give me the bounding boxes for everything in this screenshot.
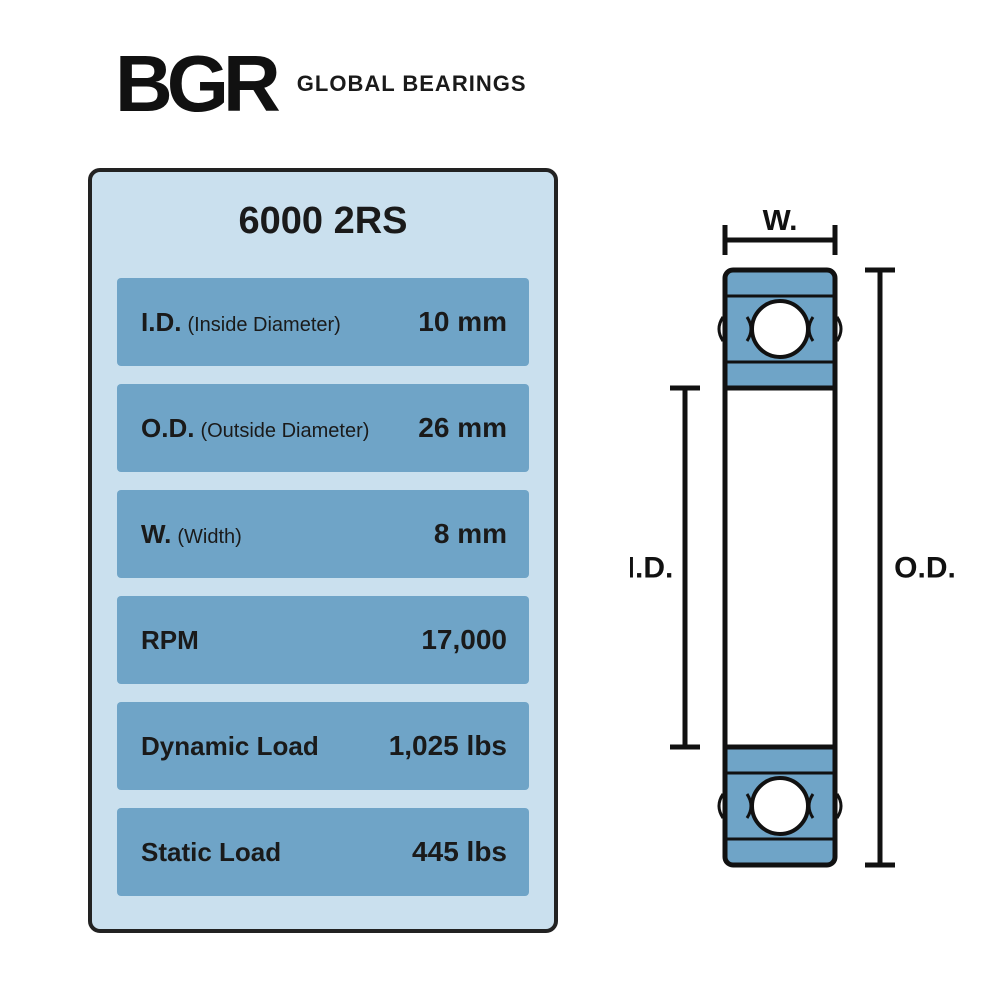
company-name: GLOBAL BEARINGS (297, 71, 527, 97)
svg-text:W.: W. (763, 210, 798, 237)
spec-row: I.D. (Inside Diameter) 10 mm (117, 278, 529, 366)
spec-label-abbr: RPM (141, 625, 199, 656)
spec-label-abbr: Static Load (141, 837, 281, 868)
spec-value: 445 lbs (412, 836, 507, 868)
spec-value: 1,025 lbs (389, 730, 507, 762)
spec-rows-container: I.D. (Inside Diameter) 10 mm O.D. (Outside D… (117, 278, 529, 896)
spec-value: 8 mm (434, 518, 507, 550)
spec-row: RPM 17,000 (117, 596, 529, 684)
spec-row: Static Load 445 lbs (117, 808, 529, 896)
spec-value: 10 mm (418, 306, 507, 338)
spec-label-abbr: I.D. (141, 307, 181, 338)
spec-row: O.D. (Outside Diameter) 26 mm (117, 384, 529, 472)
spec-label: W. (Width) (141, 519, 242, 550)
panel-title: 6000 2RS (117, 200, 529, 243)
spec-label: I.D. (Inside Diameter) (141, 307, 341, 338)
spec-label-full: (Inside Diameter) (187, 314, 340, 337)
bearing-diagram: W. I.D. O.D. (630, 210, 970, 910)
spec-panel: 6000 2RS I.D. (Inside Diameter) 10 mm O.D. (… (88, 168, 558, 933)
spec-label: RPM (141, 625, 199, 656)
spec-label-abbr: W. (141, 519, 171, 550)
spec-label-full: (Width) (177, 526, 241, 549)
svg-text:I.D.: I.D. (630, 552, 673, 585)
logo-mark: BGR (115, 38, 275, 130)
spec-label: Dynamic Load (141, 731, 319, 762)
spec-label-abbr: O.D. (141, 413, 194, 444)
spec-label-full: (Outside Diameter) (200, 420, 369, 443)
svg-text:O.D.: O.D. (894, 552, 956, 585)
header: BGR GLOBAL BEARINGS (115, 38, 527, 130)
spec-label: O.D. (Outside Diameter) (141, 413, 369, 444)
spec-label-abbr: Dynamic Load (141, 731, 319, 762)
spec-value: 17,000 (421, 624, 507, 656)
spec-row: W. (Width) 8 mm (117, 490, 529, 578)
spec-label: Static Load (141, 837, 281, 868)
spec-value: 26 mm (418, 412, 507, 444)
spec-row: Dynamic Load 1,025 lbs (117, 702, 529, 790)
